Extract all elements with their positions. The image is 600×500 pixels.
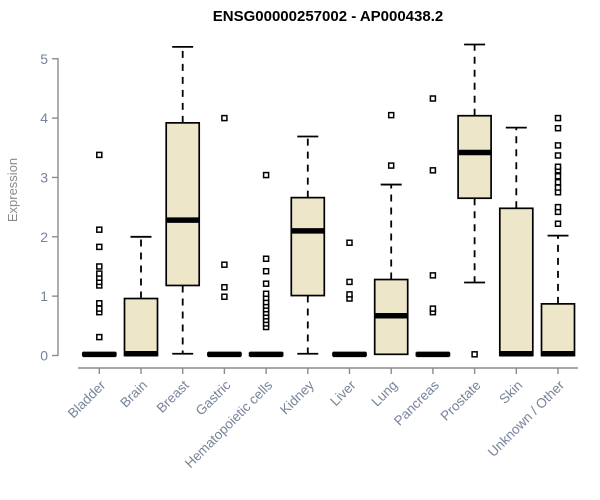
outlier-point [221, 261, 228, 268]
outlier-point [554, 152, 562, 159]
outlier-point [221, 293, 228, 300]
outlier-point [387, 111, 395, 119]
outlier-point [346, 291, 353, 298]
outlier-point [262, 267, 270, 275]
outlier-point [262, 290, 270, 298]
outlier-point [554, 124, 562, 132]
x-category-label: Liver [327, 377, 359, 409]
outlier-point [429, 167, 437, 174]
y-tick-label: 0 [40, 348, 48, 364]
outlier-point [346, 239, 353, 246]
y-tick-label: 4 [40, 110, 48, 126]
outlier-point [346, 278, 353, 286]
outlier-point [221, 114, 228, 122]
y-tick-label: 1 [40, 288, 48, 304]
iqr-box [165, 121, 201, 287]
outlier-point [554, 173, 562, 180]
iqr-box [290, 196, 326, 297]
outlier-point [554, 163, 562, 171]
x-category-label: Brain [117, 378, 150, 411]
outlier-point [429, 95, 437, 102]
outlier-point [96, 151, 103, 159]
outlier-point [429, 305, 437, 312]
outlier-point [387, 162, 395, 169]
outlier-point [96, 300, 103, 307]
outlier-point [96, 305, 103, 312]
outlier-point [554, 203, 562, 211]
x-category-label: Bladder [65, 377, 109, 421]
x-category-label: Lung [368, 378, 400, 410]
x-category-label: Skin [496, 378, 525, 407]
iqr-box [457, 114, 492, 200]
x-category-label: Unknown / Other [485, 377, 568, 460]
outlier-point [554, 184, 562, 191]
outlier-point [429, 272, 437, 279]
x-category-label: Prostate [438, 378, 484, 424]
outlier-point [262, 280, 270, 287]
x-category-label: Pancreas [391, 377, 442, 428]
outlier-point [471, 351, 478, 358]
outlier-point [96, 243, 103, 251]
outlier-point [554, 220, 562, 227]
x-category-label: Kidney [277, 377, 317, 417]
outlier-point [96, 333, 103, 341]
y-tick-label: 5 [40, 51, 48, 67]
y-tick-label: 2 [40, 229, 48, 245]
chart-title: ENSG00000257002 - AP000438.2 [212, 8, 444, 25]
outlier-point [554, 114, 562, 122]
outlier-point [96, 226, 103, 233]
outlier-point [262, 255, 270, 263]
outlier-point [262, 171, 270, 179]
outlier-point [554, 178, 562, 186]
iqr-box [540, 303, 576, 357]
outlier-point [554, 142, 562, 149]
x-category-label: Breast [154, 377, 192, 415]
outlier-point [221, 283, 228, 291]
outlier-point [96, 263, 103, 270]
x-category-label: Gastric [193, 377, 234, 418]
iqr-box [123, 297, 159, 357]
iqr-box [498, 207, 534, 357]
outlier-point [96, 270, 103, 277]
y-tick-label: 3 [40, 169, 48, 185]
